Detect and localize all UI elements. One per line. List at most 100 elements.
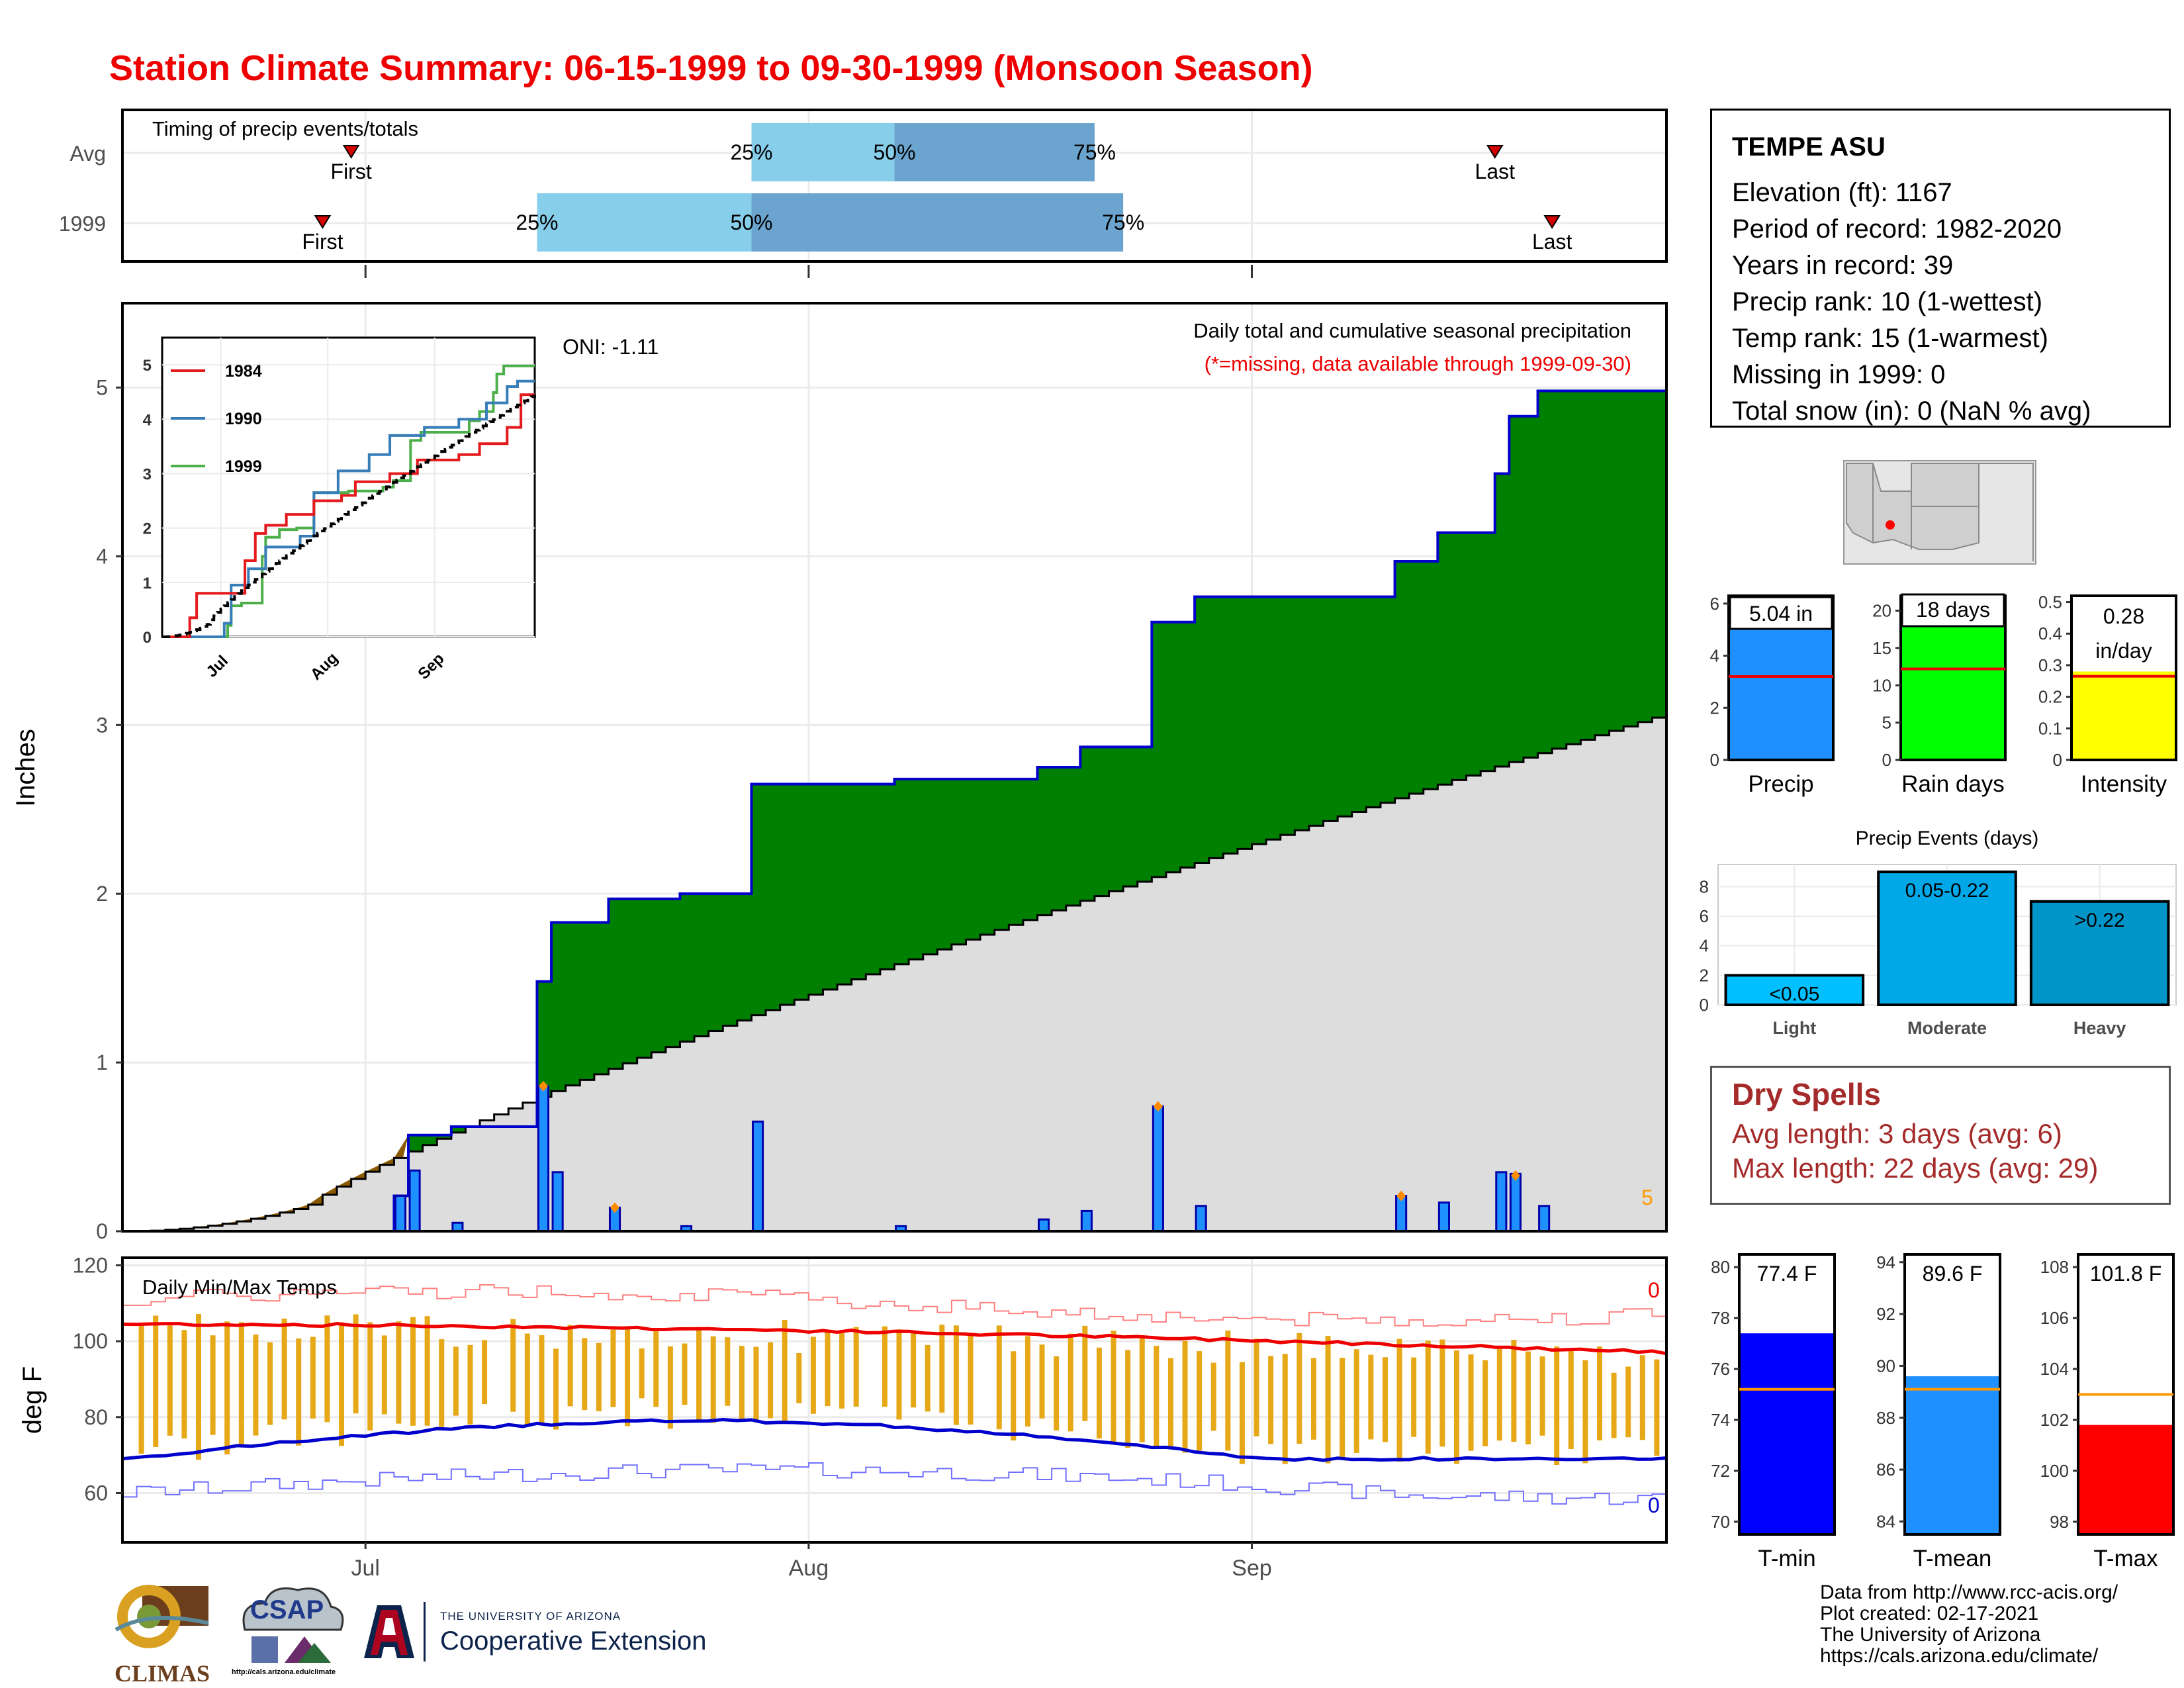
credit-data-source: Data from http://www.rcc-acis.org/ [1820,1581,2118,1603]
tmax-y-tick-label: 106 [2040,1308,2069,1328]
temp-daily-range-bar [281,1318,287,1420]
csap-logo-graphic [242,1587,344,1663]
temp-y-tick-label: 100 [73,1329,108,1353]
tmean-y-tick-label: 86 [1876,1460,1895,1479]
temp-daily-range-bar [196,1313,202,1460]
precip-y-axis-label: Inches [11,729,40,807]
temp-daily-range-bar [367,1322,373,1431]
temp-daily-range-bar [1111,1331,1116,1444]
timing-avg-p25-label: 25% [730,140,772,164]
precip-title: Daily total and cumulative seasonal prec… [1193,319,1631,342]
events-y-tick-label: 6 [1700,906,1709,926]
events-bar [2029,900,2170,1006]
credit-plot-date: Plot created: 02-17-2021 [1820,1603,2039,1624]
inset-y-tick-label: 3 [143,465,152,483]
tmean-y-tick-label: 94 [1876,1252,1895,1272]
ua-logo-big-text: Cooperative Extension [440,1626,707,1656]
timing-avg-first-marker [342,145,360,159]
precip-above-avg-area [122,391,1666,1231]
temp-daily-range-bar [310,1336,316,1419]
temp-daily-range-bar [1154,1346,1160,1448]
temp-daily-range-bar [296,1338,302,1446]
temp-daily-range-bar [939,1325,945,1413]
precip-y-tick-label: 1 [96,1051,108,1074]
temp-daily-range-bar [1568,1350,1574,1449]
tmin-panel-border [1738,1253,1836,1536]
timing-avg-last-marker [1486,145,1504,159]
precip-total-label-box [1729,596,1833,630]
inset-panel [161,336,536,638]
events-category-label: Heavy [2073,1018,2126,1038]
intensity-y-tick-label: 0.3 [2038,655,2062,675]
station-info-box: TEMPE ASU Elevation (ft): 1167 Period of… [1710,109,2171,428]
temp-daily-range-bar [210,1335,216,1435]
temp-daily-range-bar [253,1335,259,1436]
temp-daily-range-bar [1310,1358,1316,1440]
timing-1999-q2-bar [751,193,1124,252]
precip-y-tick-label: 5 [96,375,108,399]
rain-days-y-tick-label: 20 [1872,601,1891,621]
precip-total-value-bar [1729,628,1833,760]
intensity-value-label: 0.28 [2103,604,2144,628]
timing-1999-first-marker [314,215,332,229]
temp-daily-range-bar [453,1346,459,1416]
temp-daily-range-bar [739,1346,745,1421]
tmean-y-tick-label: 92 [1876,1304,1895,1324]
timing-1999-p75-label: 75% [1102,211,1144,234]
precip-subtitle: (*=missing, data available through 1999-… [1205,352,1631,375]
temp-title: Daily Min/Max Temps [142,1276,337,1299]
precip-daily-bar [1538,1205,1551,1233]
inset-series-1990-line [162,379,535,638]
precip-daily-bar [1038,1218,1050,1233]
precip-daily-bar [1395,1194,1408,1233]
temp-daily-range-bar [353,1314,359,1414]
page-title: Station Climate Summary: 06-15-1999 to 0… [109,48,1313,88]
inset-legend-label: 1990 [225,410,262,428]
station-temp-rank: Temp rank: 15 (1-warmest) [1732,324,2048,353]
tmean-panel-border [1903,1253,2001,1536]
temp-daily-range-bar [753,1346,759,1420]
timing-1999-q1-bar [537,193,752,252]
dry-spells-title: Dry Spells [1732,1077,1881,1111]
temp-x-tick-label: Aug [789,1556,829,1581]
temp-daily-range-bar [224,1321,230,1455]
intensity-y-tick-label: 0.4 [2038,624,2062,643]
tmax-value-bar [2078,1425,2173,1534]
tmean-y-tick-label: 90 [1876,1356,1895,1376]
temp-daily-range-bar [381,1335,387,1415]
temp-daily-range-bar [1425,1340,1431,1454]
temp-y-axis-label: deg F [18,1366,47,1434]
timing-1999-p25-label: 25% [516,211,558,234]
precip-y-tick-label: 2 [96,882,108,906]
temp-daily-range-bar [653,1329,659,1407]
precip-event-marker [539,1080,549,1092]
dry-spells-avg: Avg length: 3 days (avg: 6) [1732,1118,2062,1149]
events-y-tick-label: 0 [1700,995,1709,1015]
temp-daily-range-bar [1068,1333,1073,1432]
precip-y-tick-label: 3 [96,713,108,737]
precip-daily-bar [751,1120,764,1233]
tmax-y-tick-label: 102 [2040,1410,2069,1430]
precip-corner-label: 5 [1641,1186,1653,1209]
temp-record-min-line [122,1462,1667,1505]
timing-avg-p75-label: 75% [1073,140,1116,164]
temp-daily-range-bar [1024,1336,1030,1427]
events-y-tick-label: 2 [1700,965,1709,985]
temp-daily-range-bar [810,1336,816,1414]
temp-record-max-line [122,1284,1667,1327]
credits: Data from http://www.rcc-acis.org/ Plot … [1820,1582,2118,1667]
temp-daily-range-bar [424,1316,430,1426]
climas-logo: CLIMAS [109,1583,215,1687]
temp-daily-range-bar [267,1342,273,1425]
temp-daily-range-bar [482,1340,488,1405]
tmin-y-tick-label: 70 [1711,1512,1730,1532]
rain-days-value-label: 18 days [1916,598,1990,622]
climas-logo-graphic [114,1585,209,1648]
precip-daily-bar [394,1194,407,1233]
intensity-unit-label: in/day [2095,639,2152,663]
temp-daily-range-bar [796,1352,802,1403]
precip-y-tick-label: 4 [96,544,108,568]
temp-daily-range-bar [667,1346,673,1429]
temp-daily-range-bar [1654,1359,1660,1456]
precip-daily-bar [1437,1201,1450,1233]
